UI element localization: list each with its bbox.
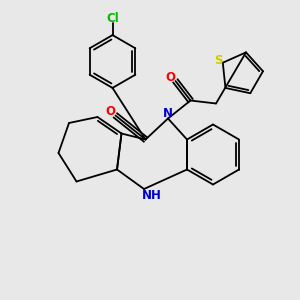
Text: NH: NH [142,189,161,202]
Text: O: O [165,71,175,84]
Text: S: S [214,54,223,67]
Text: Cl: Cl [106,12,119,26]
Text: N: N [162,106,172,120]
Text: O: O [105,105,115,119]
